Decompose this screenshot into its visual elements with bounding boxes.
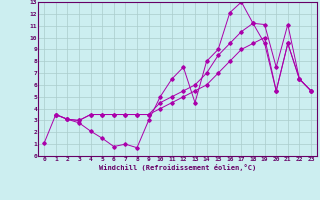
- X-axis label: Windchill (Refroidissement éolien,°C): Windchill (Refroidissement éolien,°C): [99, 164, 256, 171]
